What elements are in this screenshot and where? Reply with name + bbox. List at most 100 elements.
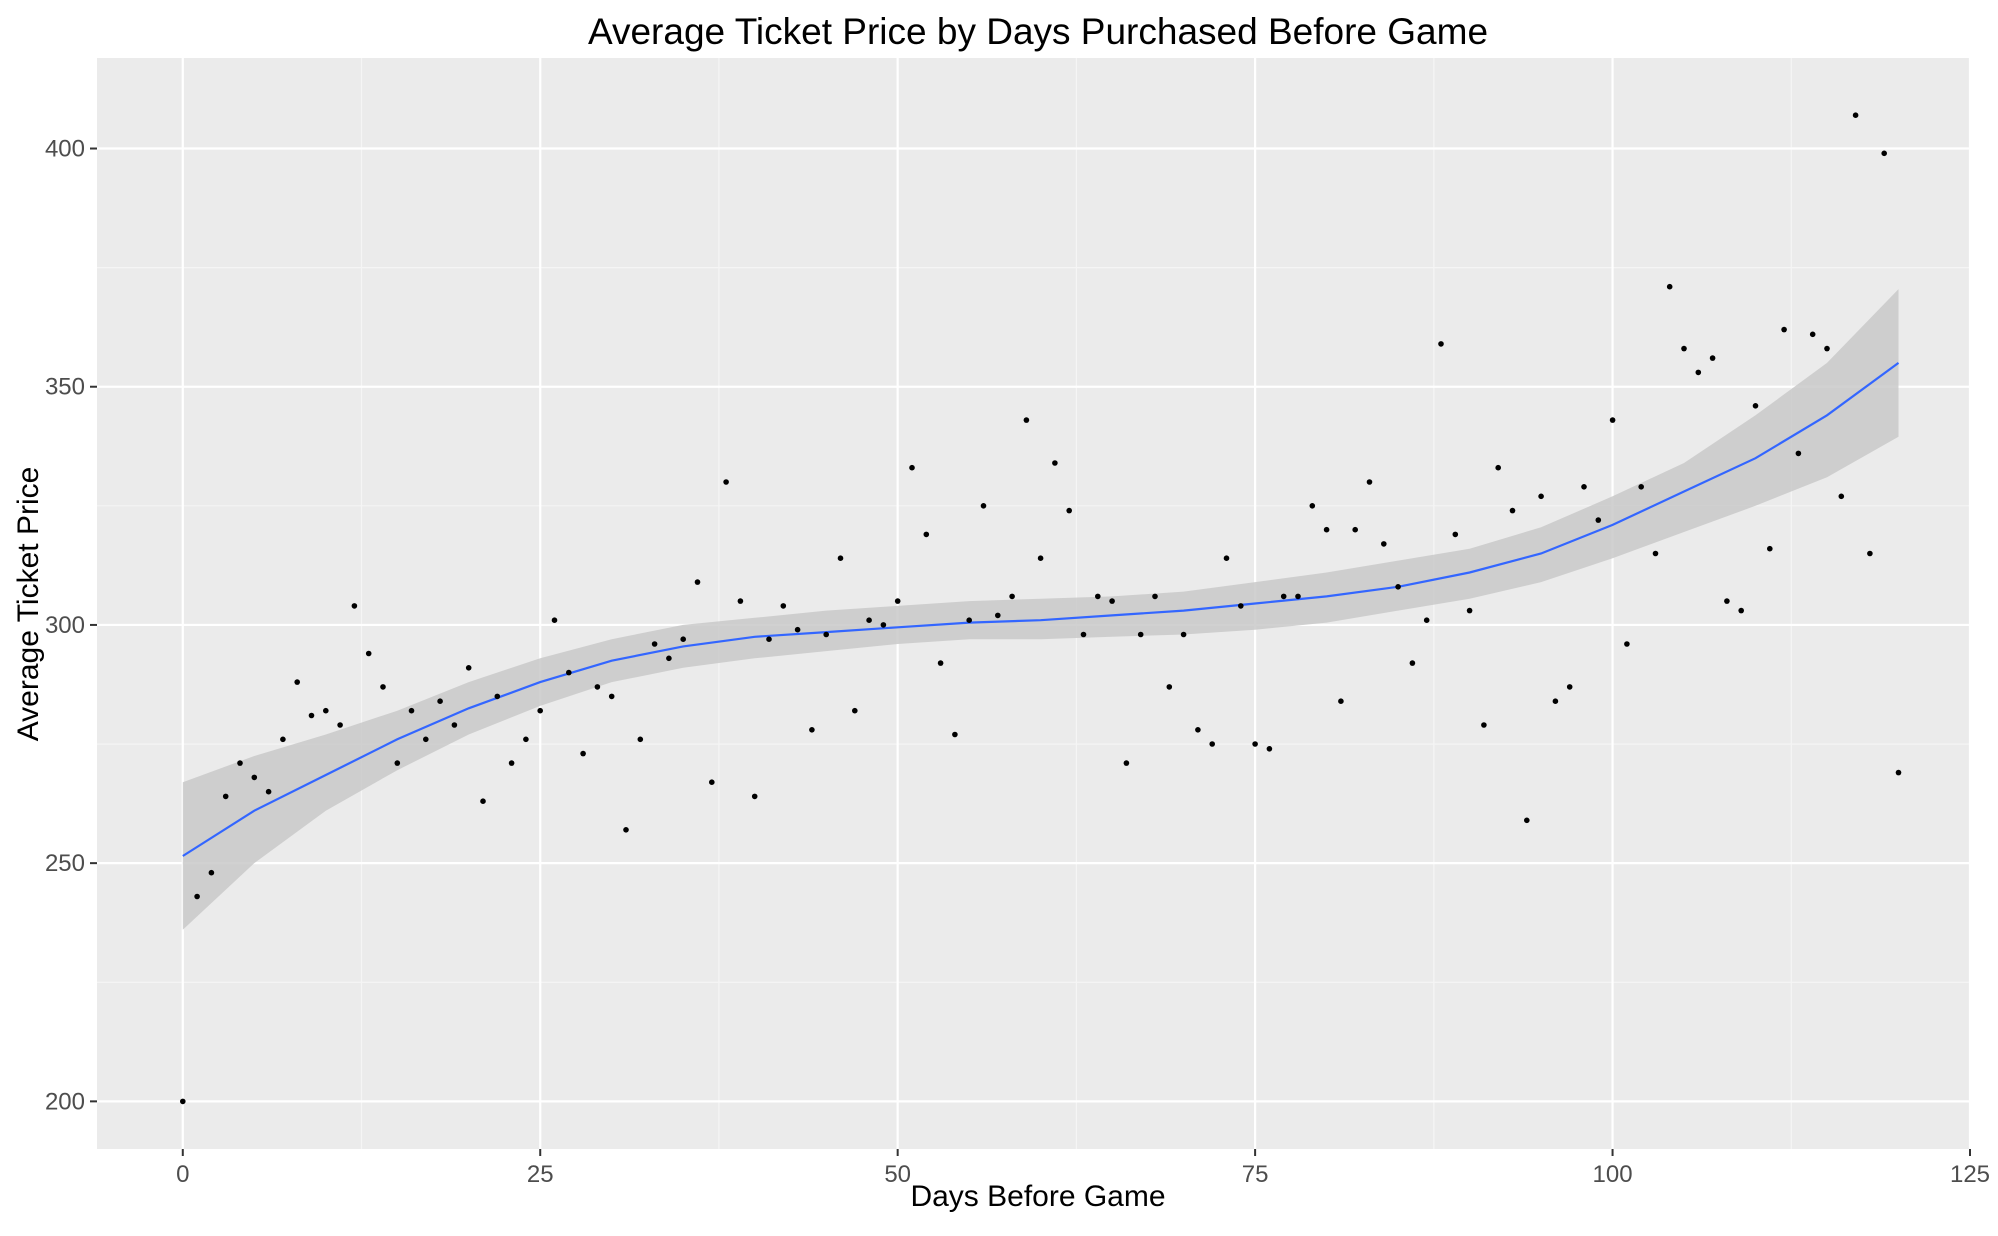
- data-point: [952, 731, 958, 738]
- data-point: [265, 788, 272, 795]
- y-tick-label: 350: [45, 374, 85, 401]
- data-point: [937, 660, 944, 666]
- data-point: [1852, 112, 1859, 118]
- data-point: [1781, 326, 1787, 333]
- data-point: [623, 827, 629, 833]
- data-point: [1481, 722, 1487, 728]
- data-point: [1824, 345, 1830, 352]
- data-point: [809, 727, 815, 733]
- data-point: [465, 665, 472, 671]
- data-point: [194, 893, 200, 900]
- data-point: [280, 736, 286, 743]
- data-point: [1309, 503, 1316, 509]
- data-point: [480, 798, 486, 804]
- x-tick-label: 100: [1593, 1161, 1633, 1188]
- data-point: [866, 617, 872, 623]
- data-point: [580, 750, 586, 757]
- major-gridlines: [97, 58, 1972, 1149]
- data-point: [1895, 769, 1902, 776]
- data-point: [208, 869, 215, 876]
- data-point: [1423, 617, 1430, 623]
- data-point: [1581, 484, 1587, 490]
- data-point: [351, 603, 358, 609]
- data-point: [723, 479, 729, 485]
- data-point: [1123, 760, 1130, 766]
- data-point: [1524, 817, 1530, 824]
- x-tick-label: 75: [1242, 1161, 1269, 1188]
- data-point: [594, 684, 601, 690]
- data-point: [1552, 698, 1559, 704]
- data-point: [1695, 369, 1702, 376]
- data-point: [551, 617, 558, 623]
- data-point: [780, 603, 787, 609]
- y-tick-label: 400: [45, 136, 85, 163]
- data-point: [1709, 355, 1716, 361]
- y-tick-label: 200: [45, 1088, 85, 1115]
- data-point: [1023, 417, 1030, 423]
- data-point: [1666, 283, 1673, 290]
- data-point: [1238, 603, 1244, 609]
- data-point: [337, 722, 343, 728]
- data-point: [1381, 541, 1387, 547]
- data-point: [1180, 631, 1187, 638]
- data-point: [1638, 484, 1644, 490]
- x-tick-label: 25: [527, 1161, 554, 1188]
- data-point: [966, 617, 972, 623]
- data-point: [909, 464, 915, 471]
- data-point: [251, 774, 258, 781]
- data-point: [1266, 746, 1273, 752]
- data-point: [323, 707, 329, 714]
- data-point: [709, 779, 715, 785]
- data-point: [1509, 507, 1516, 514]
- data-point: [1052, 460, 1058, 466]
- data-point: [1566, 684, 1573, 690]
- data-point: [751, 793, 758, 800]
- data-point: [1767, 545, 1773, 552]
- data-point: [1438, 341, 1444, 347]
- data-point: [1538, 493, 1544, 500]
- data-point: [737, 598, 744, 604]
- data-point: [1037, 555, 1044, 561]
- y-tick-label: 300: [45, 612, 85, 639]
- data-point: [1609, 417, 1616, 423]
- data-point: [365, 650, 372, 657]
- x-tick-label: 0: [176, 1161, 189, 1188]
- data-points-layer: [180, 112, 1902, 1105]
- data-point: [1752, 403, 1759, 409]
- data-point: [408, 707, 415, 714]
- data-point: [237, 760, 243, 766]
- confidence-band: [182, 289, 1899, 930]
- data-point: [1595, 517, 1602, 523]
- data-point: [1209, 741, 1215, 747]
- confidence-band-layer: [182, 289, 1899, 930]
- data-point: [1738, 607, 1744, 614]
- data-point: [1366, 479, 1373, 485]
- data-point: [1009, 593, 1015, 600]
- data-point: [837, 555, 844, 561]
- data-point: [308, 712, 315, 719]
- data-point: [494, 693, 501, 700]
- data-point: [380, 684, 386, 690]
- data-point: [995, 612, 1001, 619]
- data-point: [651, 641, 658, 647]
- smooth-line-layer: [182, 362, 1900, 857]
- data-point: [1795, 450, 1802, 457]
- data-point: [1681, 345, 1687, 352]
- data-point: [1338, 698, 1344, 704]
- data-point: [1881, 150, 1887, 157]
- data-point: [437, 698, 443, 704]
- data-point: [923, 531, 930, 538]
- data-point: [680, 636, 686, 642]
- data-point: [180, 1098, 186, 1105]
- data-point: [451, 722, 458, 728]
- data-point: [666, 655, 672, 662]
- data-point: [1109, 598, 1115, 604]
- data-point: [1323, 526, 1330, 533]
- data-point: [852, 707, 858, 714]
- data-point: [1624, 641, 1630, 647]
- data-point: [1166, 684, 1173, 690]
- data-point: [1724, 598, 1730, 604]
- data-point: [1080, 631, 1087, 638]
- y-axis-title: Average Ticket Price: [12, 467, 45, 742]
- x-axis-ticks: 0 25 50 75 100 125: [176, 1149, 1990, 1188]
